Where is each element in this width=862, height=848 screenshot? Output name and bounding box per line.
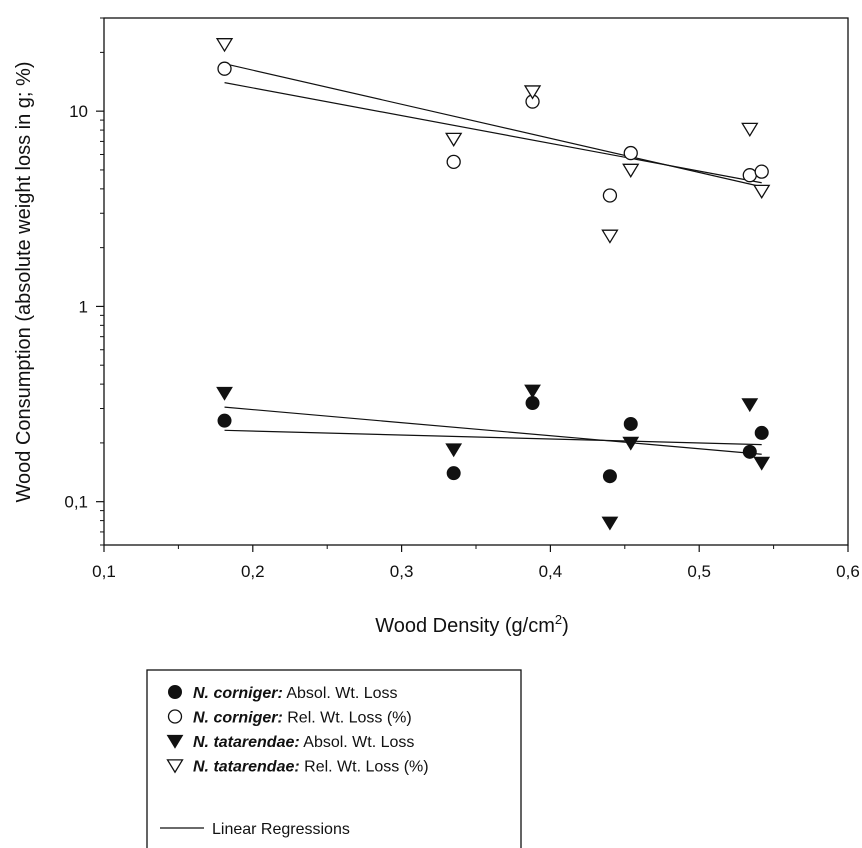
data-point <box>623 145 638 161</box>
legend-entry: N. corniger: Rel. Wt. Loss (%) <box>193 710 412 727</box>
legend-entry-measure: Absol. Wt. Loss <box>283 685 398 702</box>
legend-marker <box>167 709 183 724</box>
legend-entry: N. tatarendae: Absol. Wt. Loss <box>193 734 414 751</box>
data-point <box>215 38 234 53</box>
data-point <box>216 386 233 401</box>
x-tick-label: 0,6 <box>836 562 860 581</box>
plot-frame <box>103 17 849 546</box>
data-point <box>754 425 769 440</box>
legend-entry-species: N. corniger: <box>193 710 283 727</box>
x-tick-label: 0,3 <box>390 562 414 581</box>
regression-lines <box>224 63 762 455</box>
data-markers <box>215 38 771 531</box>
y-tick-label: 1 <box>79 297 88 316</box>
legend-entry: N. corniger: Absol. Wt. Loss <box>193 685 398 702</box>
data-point <box>602 188 618 203</box>
legend-entry: N. tatarendae: Rel. Wt. Loss (%) <box>193 759 429 776</box>
legend-box <box>146 669 522 848</box>
data-point <box>753 184 771 200</box>
legend-marker <box>166 734 184 749</box>
data-point <box>622 436 640 451</box>
data-point <box>754 164 769 179</box>
legend-marker <box>168 685 182 699</box>
data-point <box>524 384 541 399</box>
data-point <box>525 396 540 411</box>
legend-marker <box>166 759 184 774</box>
x-tick-label: 0,1 <box>92 562 116 581</box>
x-tick-label: 0,5 <box>687 562 711 581</box>
data-point <box>753 456 771 471</box>
data-point <box>741 122 759 138</box>
x-tick-label: 0,2 <box>241 562 265 581</box>
y-axis-label: Wood Consumption (absolute weight loss i… <box>13 62 35 503</box>
legend-regression-label: Linear Regressions <box>212 821 350 838</box>
legend-entry-species: N. tatarendae: <box>193 734 300 751</box>
legend-entry-measure: Absol. Wt. Loss <box>300 734 415 751</box>
data-point <box>623 416 638 431</box>
regression-line <box>224 429 762 446</box>
y-tick-label: 10 <box>69 102 88 121</box>
data-point <box>602 469 617 484</box>
data-point <box>446 466 461 481</box>
legend-entry-species: N. corniger: <box>193 685 283 702</box>
legend-entry-species: N. tatarendae: <box>193 759 300 776</box>
data-point <box>445 443 463 458</box>
data-point <box>445 132 463 148</box>
data-point <box>523 85 542 100</box>
data-point <box>742 444 757 459</box>
y-axis: 0,1 1 10 <box>64 17 104 546</box>
data-point <box>741 398 759 413</box>
data-point <box>217 413 232 428</box>
x-tick-label: 0,4 <box>539 562 563 581</box>
data-point <box>742 168 757 183</box>
regression-line <box>224 406 762 455</box>
data-point <box>217 61 232 76</box>
y-tick-label: 0,1 <box>64 493 88 512</box>
regression-line <box>224 82 762 184</box>
legend-entry-measure: Rel. Wt. Loss (%) <box>283 710 412 727</box>
data-point <box>601 229 619 244</box>
data-point <box>601 516 619 531</box>
legend-entry-measure: Rel. Wt. Loss (%) <box>300 759 429 776</box>
data-point <box>446 154 461 170</box>
x-axis-label: Wood Density (g/cm2) <box>375 612 569 637</box>
data-point <box>622 163 640 178</box>
x-axis: 0,1 0,2 0,3 0,4 0,5 0,6 <box>92 545 860 581</box>
